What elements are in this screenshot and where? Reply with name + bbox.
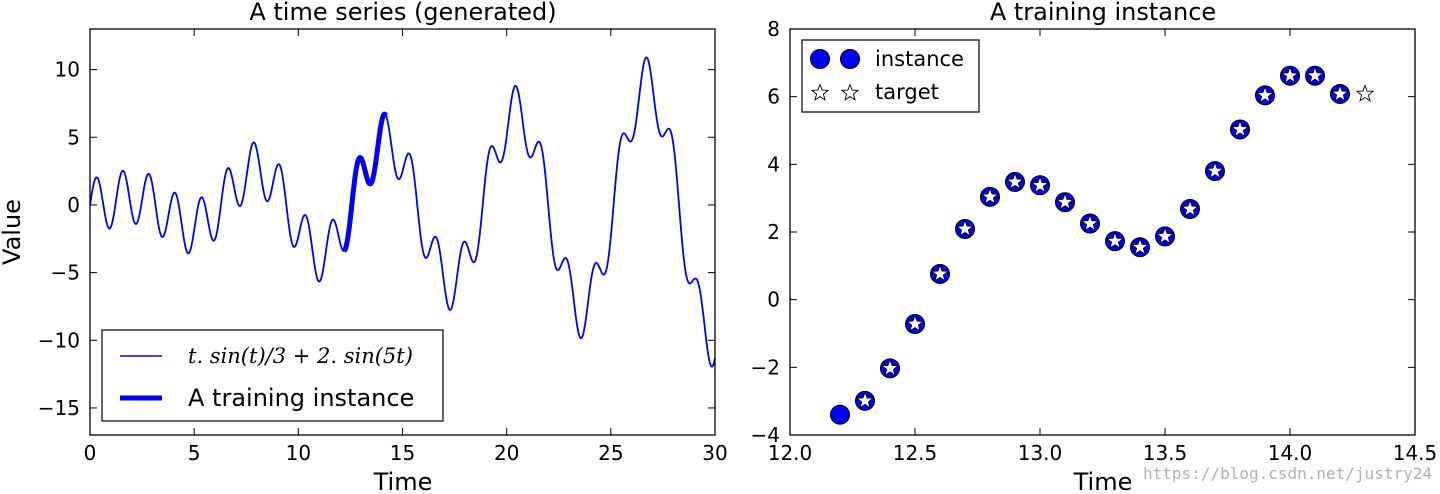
target-point [930,264,950,282]
left-y-tick-label: 0 [67,193,80,217]
right-x-tick-label: 12.0 [768,441,813,465]
target-point [1205,161,1225,180]
right-x-tick-label: 14.0 [1268,441,1313,465]
target-point [1255,85,1275,104]
series-line-training-instance [341,111,389,254]
right-legend-box [801,39,980,113]
right-y-tick-label: 8 [767,17,780,41]
right-y-tick-label: 0 [767,288,780,312]
left-y-tick-label: −5 [51,261,80,285]
left-x-tick-label: 5 [188,441,201,465]
target-point [1030,175,1050,194]
target-point [1355,84,1375,102]
legend-instance-marker-2 [840,49,860,69]
right-y-tick-label: −4 [751,423,780,447]
left-x-axis-label: Time [373,468,433,494]
instance-point [830,404,850,425]
watermark: https://blog.csdn.net/justry24 [1143,464,1432,483]
left-x-tick-label: 15 [390,441,415,465]
left-y-tick-label: −10 [38,328,80,352]
right-x-tick-label: 13.0 [1018,441,1063,465]
right-x-tick-label: 13.5 [1143,441,1188,465]
target-point [905,314,925,332]
left-legend-box [101,329,444,422]
left-x-tick-label: 25 [598,441,623,465]
target-point [880,358,900,377]
legend-training-instance-label: A training instance [188,384,414,412]
right-y-tick-label: 6 [767,85,780,109]
target-point [1080,213,1100,232]
left-x-tick-label: 0 [84,441,97,465]
left-y-tick-label: 10 [55,58,80,82]
legend-target-marker-1 [810,83,830,101]
right-y-tick-label: 2 [767,220,780,244]
legend-instance-label: instance [875,47,964,71]
right-x-tick-label: 14.5 [1393,441,1438,465]
left-chart-title: A time series (generated) [249,0,556,26]
target-point [1055,192,1075,211]
left-x-tick-label: 30 [702,441,727,465]
target-point [1330,84,1350,102]
right-x-tick-label: 12.5 [893,441,938,465]
target-point [1180,199,1200,217]
target-point [1230,119,1250,138]
right-legend: instance target [801,39,980,113]
target-point [1305,65,1325,84]
target-point [980,187,1000,205]
left-x-tick-label: 10 [286,441,311,465]
legend-target-label: target [875,80,939,104]
legend-target-marker-2 [840,83,860,101]
target-point [955,219,975,237]
legend-formula-label: t. sin(t)/3 + 2. sin(5t) [188,344,413,368]
series-line-full [90,56,715,368]
target-point [1005,172,1025,190]
target-point [1130,237,1150,256]
right-chart-title: A training instance [990,0,1216,26]
target-point [1105,231,1125,250]
right-y-tick-label: 4 [767,152,780,176]
target-point [1155,226,1175,245]
left-x-tick-label: 20 [494,441,519,465]
legend-instance-marker-1 [810,49,830,69]
right-chart: A training instance 12.0 12.5 13.0 13.5 14.0… [751,0,1438,494]
left-y-tick-label: 5 [67,125,80,149]
right-x-axis-label: Time [1073,468,1133,494]
left-y-tick-label: −15 [38,396,80,420]
left-chart: A time series (generated) 0 5 10 15 20 25 30 −1… [0,0,728,494]
target-point [855,391,875,409]
right-y-tick-label: −2 [751,355,780,379]
left-legend: t. sin(t)/3 + 2. sin(5t) A training inst… [101,329,444,422]
target-point [1280,65,1300,84]
left-y-axis-label: Value [0,199,26,265]
